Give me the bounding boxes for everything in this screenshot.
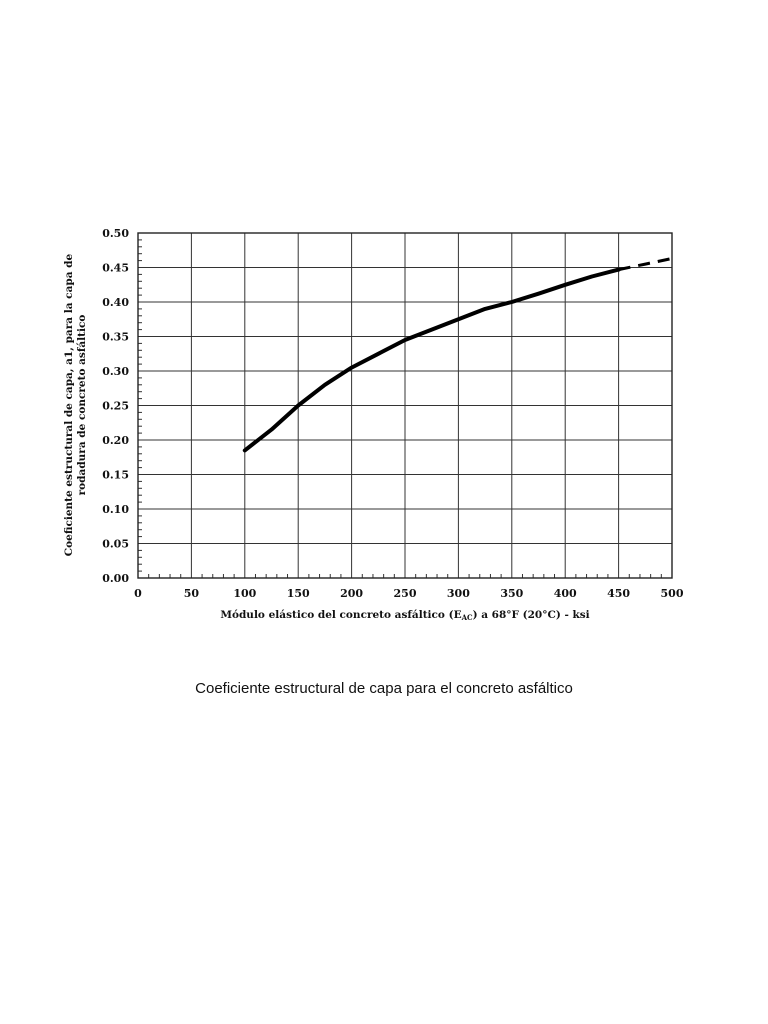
svg-text:Coeficiente estructural de cap: Coeficiente estructural de capa, a1, par… [63,253,75,556]
x-tick-label: 500 [661,587,684,600]
y-tick-label: 0.20 [102,434,129,447]
x-tick-label: 150 [287,587,310,600]
x-tick-label: 450 [607,587,630,600]
y-tick-label: 0.00 [102,572,129,585]
x-tick-labels: 0 50 100 150 200 250 300 350 400 450 500 [134,587,684,600]
y-tick-labels: 0.00 0.05 0.10 0.15 0.20 0.25 0.30 0.35 0.40 0.45… [102,227,129,585]
minor-ticks [138,239,662,578]
y-tick-label: 0.30 [102,365,129,378]
extrapolated-curve [618,257,673,272]
x-tick-label: 50 [184,587,200,600]
y-tick-label: 0.50 [102,227,129,240]
x-tick-label: 100 [233,587,256,600]
svg-text:rodadura de concreto asfáltico: rodadura de concreto asfáltico [76,315,88,496]
y-tick-label: 0.05 [102,538,129,551]
figure-caption: Coeficiente estructural de capa para el … [195,680,573,697]
a1-curve [242,267,621,453]
y-tick-label: 0.45 [102,262,129,275]
y-axis-title: Coeficiente estructural de capa, a1, par… [63,253,88,556]
x-tick-label: 250 [394,587,417,600]
y-tick-label: 0.40 [102,296,129,309]
plot-frame [137,232,673,579]
x-tick-label: 300 [447,587,470,600]
y-tick-label: 0.25 [102,400,129,413]
y-tick-label: 0.15 [102,469,129,482]
x-tick-label: 350 [500,587,523,600]
x-tick-label: 400 [554,587,577,600]
data-series [242,257,673,453]
grid-lines [137,232,673,579]
x-axis-title: Módulo elástico del concreto asfáltico (… [220,609,589,622]
x-tick-label: 200 [340,587,363,600]
y-tick-label: 0.10 [102,503,129,516]
y-tick-label: 0.35 [102,331,129,344]
x-tick-label: 0 [134,587,142,600]
